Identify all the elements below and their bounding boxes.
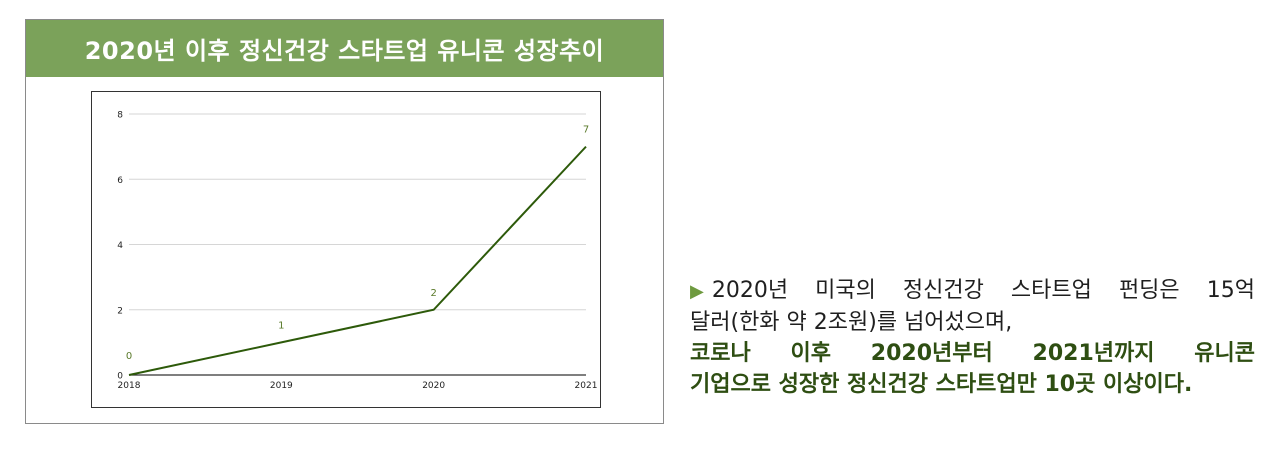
- chart-panel-title: 2020년 이후 정신건강 스타트업 유니콘 성장추이: [26, 20, 663, 77]
- description-line-1: ▶ 2020년 미국의 정신건강 스타트업 펀딩은 15억: [690, 275, 1255, 307]
- x-tick-label: 2018: [118, 381, 141, 391]
- description-block: ▶ 2020년 미국의 정신건강 스타트업 펀딩은 15억 달러(한화 약 2조원)를 넘어…: [690, 275, 1255, 400]
- description-word-with-bullet: ▶ 2020년: [690, 275, 788, 307]
- description-word: 15억: [1206, 278, 1255, 303]
- triangle-right-icon: ▶: [690, 281, 704, 302]
- y-tick-label: 8: [117, 111, 123, 121]
- description-line-3: 코로나 이후 2020년부터 2021년까지 유니콘: [690, 338, 1255, 369]
- description-word: 정신건강: [902, 278, 984, 303]
- chart-frame: 0 2 4 6 8 2018 2019 2020 2021 0 1 2 7: [91, 91, 601, 408]
- description-line-2: 달러(한화 약 2조원)를 넘어섰으며,: [690, 310, 1013, 335]
- description-word: 스타트업: [1010, 278, 1092, 303]
- data-label: 1: [278, 320, 284, 331]
- x-tick-label: 2019: [270, 381, 293, 391]
- description-word: 2020년부터: [870, 341, 993, 366]
- y-tick-label: 0: [117, 372, 123, 382]
- description-word: 코로나: [690, 341, 751, 366]
- description-word: 2020년: [711, 278, 789, 303]
- data-label: 2: [430, 288, 436, 299]
- x-tick-label: 2021: [575, 381, 598, 391]
- description-word: 미국의: [815, 278, 876, 303]
- y-tick-label: 6: [117, 176, 123, 186]
- chart-panel: 2020년 이후 정신건강 스타트업 유니콘 성장추이 0 2 4 6 8 2018 201…: [25, 19, 664, 424]
- line-chart: 0 2 4 6 8 2018 2019 2020 2021 0 1 2 7: [117, 111, 598, 392]
- data-label: 7: [583, 125, 589, 136]
- description-word: 펀딩은: [1118, 278, 1180, 303]
- description-line-4: 기업으로 성장한 정신건강 스타트업만 10곳 이상이다.: [690, 372, 1193, 397]
- x-tick-label: 2020: [422, 381, 445, 391]
- description-word: 유니콘: [1194, 341, 1255, 366]
- y-tick-label: 2: [117, 306, 123, 316]
- series-line: [128, 145, 587, 376]
- description-word: 2021년까지: [1032, 341, 1155, 366]
- data-label: 0: [126, 351, 132, 362]
- description-word: 이후: [790, 341, 831, 366]
- y-tick-label: 4: [117, 241, 123, 251]
